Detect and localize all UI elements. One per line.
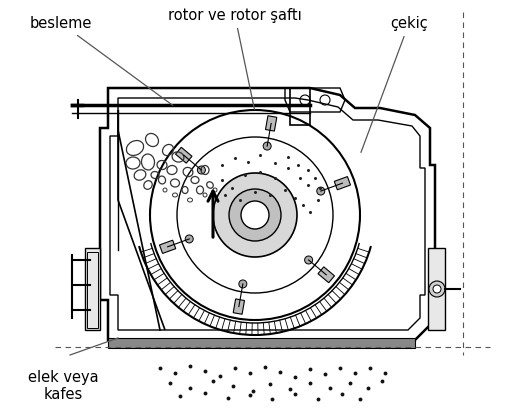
Circle shape xyxy=(185,235,193,243)
Circle shape xyxy=(198,166,205,174)
Polygon shape xyxy=(85,248,100,330)
Polygon shape xyxy=(108,338,415,348)
Polygon shape xyxy=(160,240,176,254)
Polygon shape xyxy=(176,147,192,163)
Polygon shape xyxy=(334,177,350,190)
Polygon shape xyxy=(266,116,277,131)
Circle shape xyxy=(305,256,313,264)
Polygon shape xyxy=(233,299,244,314)
Circle shape xyxy=(429,281,445,297)
Text: besleme: besleme xyxy=(30,16,173,106)
Text: çekiç: çekiç xyxy=(361,16,428,153)
Circle shape xyxy=(239,280,247,288)
Circle shape xyxy=(213,173,297,257)
Text: rotor ve rotor şaftı: rotor ve rotor şaftı xyxy=(168,8,302,109)
Text: elek veya
kafes: elek veya kafes xyxy=(28,370,99,402)
Circle shape xyxy=(317,187,325,195)
Polygon shape xyxy=(318,267,334,283)
Circle shape xyxy=(263,142,271,150)
Circle shape xyxy=(229,189,281,241)
Circle shape xyxy=(433,285,441,293)
Circle shape xyxy=(241,201,269,229)
Polygon shape xyxy=(428,248,445,330)
